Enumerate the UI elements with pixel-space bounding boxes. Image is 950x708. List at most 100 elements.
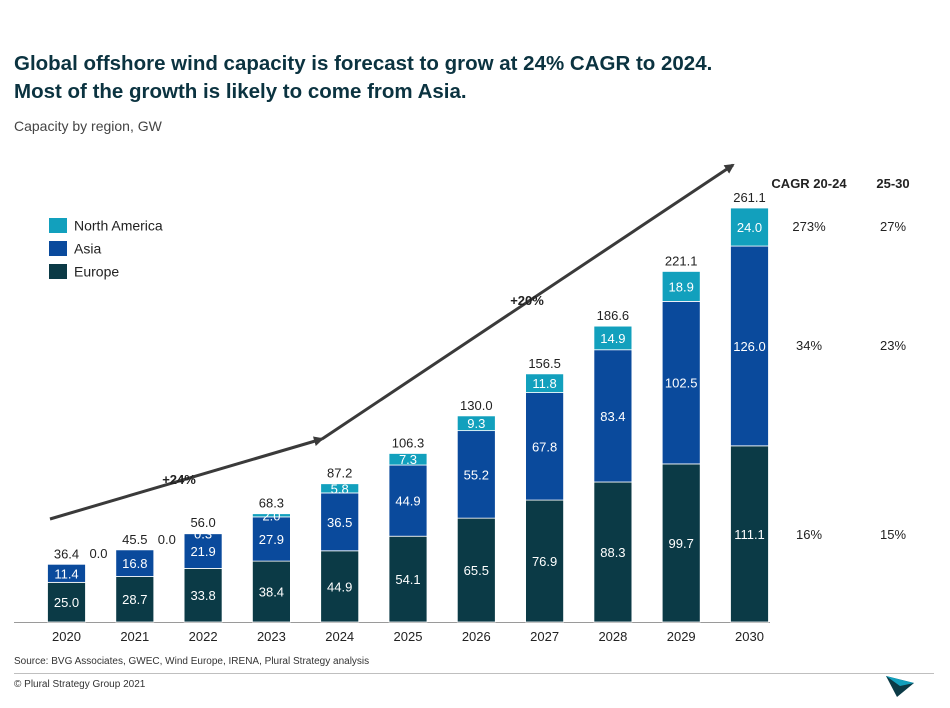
data-label-north-america-2027: 11.8 [532,376,556,391]
data-label-north-america-2028: 14.9 [600,331,625,346]
bar-europe-2022 [183,568,223,623]
bar-europe-2026 [456,517,496,623]
x-tick-label-2020: 2020 [52,629,81,644]
cagr-europe-20-24: 16% [796,527,822,542]
data-label-europe-2026: 65.5 [464,563,489,578]
bar-north-america-2023 [251,513,291,518]
data-label-north-america-2022: 0.3 [194,526,212,541]
growth-arrow-2020-2024 [49,436,324,521]
bar-europe-2024 [320,550,360,623]
bar-europe-2028 [593,481,633,623]
data-label-asia-2027: 67.8 [532,439,557,454]
cagr-north-america-20-24: 273% [792,219,826,234]
bar-north-america-2024 [320,483,360,494]
bar-asia-2028 [593,349,633,483]
x-tick-label-2028: 2028 [598,629,627,644]
data-label-europe-2024: 44.9 [327,579,352,594]
x-tick-label-2027: 2027 [530,629,559,644]
data-label-asia-2021: 16.8 [122,556,147,571]
total-label-2027: 156.5 [528,356,561,371]
total-label-2028: 186.6 [597,308,630,323]
bar-asia-2027 [525,392,564,501]
x-tick-label-2026: 2026 [462,629,491,644]
total-label-2030: 261.1 [733,190,766,205]
legend-label-north-america: North America [74,218,163,234]
footer-divider [14,673,934,674]
bar-asia-2030 [730,245,769,447]
total-label-2021: 45.5 [122,532,147,547]
bar-asia-2020 [47,563,86,583]
data-label-asia-2022: 21.9 [190,544,215,559]
bar-asia-2024 [320,492,360,552]
bar-asia-2025 [388,464,428,537]
legend-swatch-asia [49,241,67,256]
x-tick-label-2030: 2030 [735,629,764,644]
bar-europe-2030 [730,445,769,623]
chart-title-line-2: Most of the growth is likely to come fro… [14,80,467,103]
data-label-north-america-2024: 5.8 [331,481,349,496]
chart-subtitle: Capacity by region, GW [14,118,162,134]
bar-europe-2029 [661,463,701,623]
data-label-asia-2020: 11.4 [54,566,78,581]
legend-swatch-north-america [49,218,67,233]
data-label-europe-2030: 111.1 [734,527,765,542]
cagr-europe-25-30: 15% [880,527,906,542]
data-label-asia-2028: 83.4 [600,409,625,424]
chart-title: Global offshore wind capacity is forecas… [14,50,712,106]
legend-label-europe: Europe [74,264,119,280]
data-label-asia-2023: 27.9 [259,532,284,547]
x-tick-label-2024: 2024 [325,629,354,644]
bar-asia-2021 [115,549,155,577]
bar-north-america-2030 [730,207,769,247]
bar-north-america-2025 [388,453,428,466]
legend-swatch-europe [49,264,67,279]
data-label-north-america-2029: 18.9 [669,279,694,294]
stacked-bar-chart: 25.0 11.4 0.0 36.4 2020 28.7 16.8 0.0 45.5 2021 33… [14,163,910,644]
data-label-north-america-2025: 7.3 [399,452,417,467]
growth-annotation-2024-2030: +20% [510,293,544,308]
bar-asia-2029 [661,300,701,465]
total-label-2022: 56.0 [190,515,215,530]
cagr-asia-25-30: 23% [880,338,906,353]
data-label-north-america-2021: 0.0 [158,532,176,547]
data-label-north-america-2020: 0.0 [89,546,107,561]
data-label-north-america-2030: 24.0 [737,220,762,235]
bar-north-america-2026 [456,415,496,432]
total-label-2020: 36.4 [54,546,79,561]
bar-europe-2021 [115,576,155,623]
total-label-2024: 87.2 [327,466,352,481]
bar-north-america-2029 [661,271,701,302]
data-label-europe-2025: 54.1 [395,572,420,587]
data-label-asia-2030: 126.0 [733,339,766,354]
data-label-north-america-2026: 9.3 [467,416,485,431]
bar-asia-2023 [251,516,291,562]
plural-logo-icon [886,676,914,697]
chart-title-line-1: Global offshore wind capacity is forecas… [14,52,713,75]
x-tick-label-2025: 2025 [394,629,423,644]
data-label-europe-2023: 38.4 [259,585,284,600]
data-label-europe-2021: 28.7 [122,592,147,607]
bar-north-america-2027 [525,373,564,393]
bar-asia-2026 [456,430,496,519]
data-label-europe-2027: 76.9 [532,554,557,569]
growth-annotation-2020-2024: +24% [162,472,196,487]
source-note: Source: BVG Associates, GWEC, Wind Europ… [14,656,370,667]
data-label-asia-2026: 55.2 [464,467,489,482]
data-label-asia-2024: 36.5 [327,515,352,530]
data-label-europe-2022: 33.8 [190,588,215,603]
total-label-2026: 130.0 [460,398,493,413]
cagr-header-0: CAGR 20-24 [771,176,847,191]
bar-europe-2027 [525,499,564,623]
cagr-header-1: 25-30 [876,176,909,191]
bar-europe-2020 [47,581,86,623]
total-label-2029: 221.1 [665,253,698,268]
bar-north-america-2028 [593,325,633,351]
data-label-europe-2029: 99.7 [669,536,694,551]
x-tick-label-2023: 2023 [257,629,286,644]
x-tick-label-2029: 2029 [667,629,696,644]
legend-label-asia: Asia [74,241,101,257]
data-label-asia-2029: 102.5 [665,376,698,391]
growth-arrow-2024-2030 [321,163,735,441]
data-label-europe-2020: 25.0 [54,595,79,610]
x-tick-label-2021: 2021 [120,629,149,644]
